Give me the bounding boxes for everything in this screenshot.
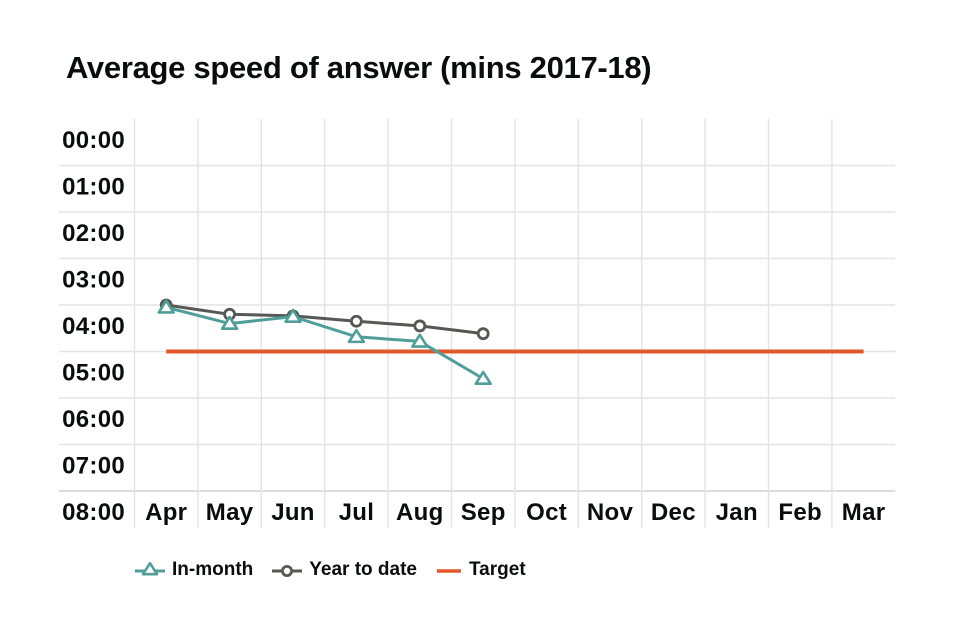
x-tick-label: Sep: [461, 499, 506, 526]
x-tick-label: Jan: [716, 499, 758, 526]
in-month-triangle-marker-icon: [135, 561, 165, 576]
y-tick-label: 07:00: [62, 453, 125, 480]
target-line-marker-icon: [436, 569, 461, 573]
y-tick-label: 01:00: [62, 174, 125, 201]
triangle-marker: [284, 308, 302, 324]
x-tick-label: May: [206, 499, 254, 526]
legend-item-in-month: In-month: [135, 559, 253, 581]
legend-label-in-month: In-month: [172, 559, 254, 580]
legend-item-target: Target: [436, 559, 526, 581]
line-chart: 00:00 01:00 02:00 03:00 04:00 05:00 06:00 07:00…: [59, 119, 896, 528]
circle-marker: [413, 319, 427, 333]
triangle-marker: [220, 315, 239, 331]
y-tick-label: 00:00: [62, 127, 125, 154]
y-tick-label: 04:00: [62, 313, 125, 340]
x-axis-labels: Apr May Jun Jul Aug Sep Oct Nov Dec Jan Feb Mar: [145, 499, 885, 526]
x-tick-label: Nov: [587, 499, 634, 526]
x-tick-label: Jun: [271, 499, 315, 526]
x-tick-label: Aug: [396, 499, 444, 526]
y-tick-label: 05:00: [62, 360, 125, 387]
gridlines: [59, 119, 896, 528]
legend-label-target: Target: [468, 559, 526, 580]
x-tick-label: Feb: [778, 499, 822, 526]
triangle-marker: [411, 333, 429, 348]
chart-legend: In-month Year to date Target: [135, 555, 526, 585]
triangle-marker: [347, 328, 366, 344]
in-month-line: [164, 305, 485, 381]
x-tick-label: Dec: [651, 499, 696, 526]
x-tick-label: Jul: [339, 499, 375, 526]
y-tick-label: 08:00: [62, 499, 125, 526]
circle-marker: [349, 314, 363, 328]
year-to-date-circle-marker-icon: [272, 565, 303, 577]
year-to-date-line: [164, 303, 485, 336]
circle-marker: [476, 327, 490, 341]
x-tick-label: Apr: [145, 499, 187, 526]
series-in-month: [157, 299, 492, 386]
legend-item-year-to-date: Year to date: [272, 559, 417, 581]
y-tick-label: 02:00: [62, 220, 125, 247]
triangle-marker: [157, 299, 175, 314]
legend-label-year-to-date: Year to date: [309, 559, 417, 580]
y-tick-label: 06:00: [62, 406, 125, 433]
x-tick-label: Oct: [526, 499, 567, 526]
x-tick-label: Mar: [842, 499, 886, 526]
y-tick-label: 03:00: [62, 267, 125, 294]
y-axis-labels: 00:00 01:00 02:00 03:00 04:00 05:00 06:00 07:00…: [62, 127, 125, 526]
chart-title: Average speed of answer (mins 2017-18): [66, 50, 652, 85]
triangle-marker: [474, 370, 492, 386]
